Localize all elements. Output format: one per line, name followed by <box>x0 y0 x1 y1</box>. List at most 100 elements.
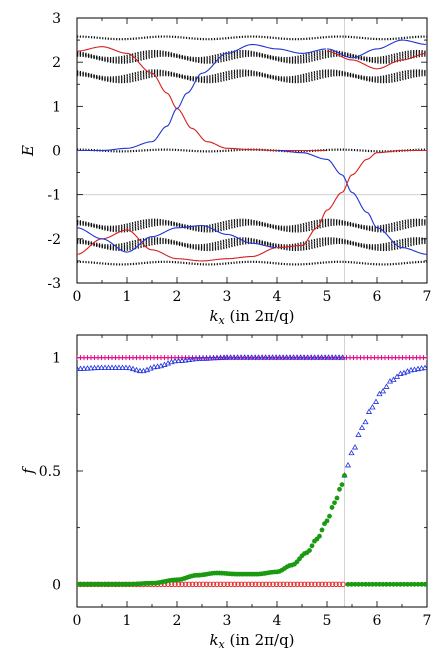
data-point <box>407 366 415 373</box>
data-point <box>287 581 294 588</box>
data-point <box>393 373 401 379</box>
y-axis-label: E <box>19 145 37 157</box>
edge-state-red <box>326 50 427 70</box>
bands-layer <box>77 35 427 266</box>
bulk-band-line <box>77 220 427 230</box>
data-point <box>203 581 210 588</box>
data-point <box>340 581 346 588</box>
data-point <box>189 581 196 588</box>
data-point <box>214 581 220 588</box>
data-point <box>401 581 407 587</box>
data-point <box>355 431 362 437</box>
data-point <box>77 365 81 371</box>
data-point <box>349 581 354 587</box>
data-point <box>136 367 144 374</box>
data-point <box>150 363 158 370</box>
edge-state-blue <box>276 149 427 255</box>
data-point <box>77 365 84 371</box>
bulk-band-line <box>77 238 427 248</box>
data-point <box>182 357 189 363</box>
x-tick-label: 0 <box>73 289 82 305</box>
bulk-band-line <box>77 218 427 228</box>
data-point <box>308 581 315 588</box>
bulk-band-line <box>77 54 427 64</box>
data-point <box>203 355 210 361</box>
occupation-chart: 0 1 2 3 4 5 6 7 1 0.5 0 kx (in 2π/q) f <box>19 334 431 651</box>
bulk-band <box>77 237 427 252</box>
data-point <box>333 581 339 588</box>
data-point <box>108 364 116 370</box>
data-point <box>273 581 280 588</box>
bulk-band-line <box>77 237 427 247</box>
data-point <box>377 581 382 587</box>
edge-state-red <box>77 229 277 262</box>
bulk-band-line <box>77 35 427 41</box>
bulk-band <box>77 35 427 41</box>
data-point <box>332 500 337 506</box>
data-point <box>186 581 192 588</box>
data-point <box>259 581 266 588</box>
data-point <box>91 364 98 371</box>
data-point <box>326 581 332 588</box>
data-point <box>115 364 123 370</box>
data-point <box>140 367 147 374</box>
data-point <box>394 581 400 587</box>
x-tick-label: 4 <box>273 613 282 629</box>
x-tick-label: 2 <box>173 613 182 629</box>
bulk-band-line <box>77 148 427 153</box>
data-point <box>98 364 105 370</box>
data-point <box>358 424 366 430</box>
data-point <box>178 357 186 363</box>
data-point <box>276 354 283 360</box>
data-point <box>345 581 351 587</box>
data-point <box>390 376 397 382</box>
data-point <box>213 354 221 361</box>
x-tick-label: 5 <box>323 289 332 305</box>
data-point <box>182 581 189 588</box>
data-point <box>101 364 109 370</box>
data-point <box>336 581 343 588</box>
bulk-band-line <box>77 221 427 231</box>
x-tick-label: 5 <box>323 613 332 629</box>
data-point <box>348 449 355 456</box>
data-point <box>217 581 224 588</box>
data-point <box>293 354 301 360</box>
x-tick-label: 3 <box>223 289 232 305</box>
data-point <box>411 366 418 372</box>
bulk-band <box>77 218 427 233</box>
bulk-band-line <box>77 240 427 250</box>
data-point <box>154 363 161 369</box>
data-point <box>311 354 318 360</box>
data-point <box>328 354 336 360</box>
data-point <box>84 365 91 371</box>
data-point <box>351 444 359 450</box>
data-point <box>418 365 425 371</box>
data-point <box>356 581 361 587</box>
data-point <box>379 387 387 394</box>
data-point <box>192 355 200 362</box>
data-point <box>245 581 252 588</box>
data-point <box>329 505 335 510</box>
data-point <box>415 581 421 587</box>
data-point <box>196 355 203 361</box>
data-point <box>206 355 214 361</box>
data-point <box>297 354 304 360</box>
data-point <box>325 354 332 360</box>
data-point <box>337 486 342 492</box>
data-point <box>223 354 231 360</box>
data-point <box>298 581 304 588</box>
data-point <box>324 518 330 524</box>
data-point <box>319 527 325 533</box>
data-point <box>266 581 273 588</box>
data-point <box>307 548 312 553</box>
edge-state-blue <box>326 39 427 59</box>
data-point <box>397 370 404 376</box>
x-tick-label: 0 <box>73 613 82 629</box>
data-point <box>217 354 224 360</box>
data-point <box>269 354 276 360</box>
y-tick-label: -1 <box>47 188 61 204</box>
data-point <box>342 473 347 478</box>
y-tick-label: 1 <box>52 99 61 115</box>
x-tick-label: 1 <box>123 613 132 629</box>
data-point <box>175 357 182 364</box>
